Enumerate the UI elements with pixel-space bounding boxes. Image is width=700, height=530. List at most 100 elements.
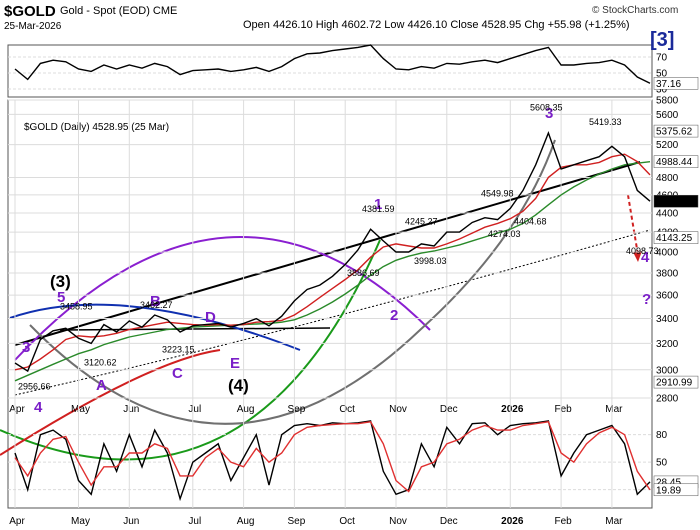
y-tick-label: 3000 — [656, 365, 679, 376]
wave-label: 3 — [545, 105, 553, 122]
arrow-head — [633, 251, 642, 262]
series-line — [14, 421, 651, 493]
y-tick-label: 70 — [656, 53, 668, 64]
wave-label: (4) — [228, 376, 249, 395]
y-tick-label: 30 — [656, 85, 668, 96]
x-tick-label: Dec — [440, 404, 458, 415]
value-box — [653, 483, 699, 497]
value-box — [653, 155, 699, 168]
price-label: 5419.33 — [589, 117, 622, 127]
x-tick-label: May — [71, 404, 90, 415]
price-label: 5608.35 — [530, 103, 563, 113]
y-tick-label: 3600 — [656, 291, 679, 302]
cycle-arc — [0, 349, 221, 456]
wave-label: 4 — [34, 399, 43, 416]
wave-label: ? — [642, 291, 651, 308]
wave-label: E — [230, 355, 240, 372]
x-tick-label: Jul — [188, 404, 201, 415]
y-tick-label: 4000 — [656, 248, 679, 259]
wave-label: 2 — [390, 307, 398, 324]
series-line — [14, 131, 651, 373]
x-tick-label: Nov — [389, 404, 407, 415]
x-tick-label: Aug — [237, 404, 255, 415]
wave-label: 3 — [22, 339, 30, 356]
price-label: 4274.03 — [488, 229, 521, 239]
trend-line — [14, 161, 641, 346]
y-tick-label: 2800 — [656, 394, 679, 405]
x-tick-label: Apr — [9, 404, 25, 415]
wave-label: 5 — [57, 289, 65, 306]
price-legend: $GOLD (Daily) 4528.95 (25 Mar) — [24, 122, 169, 133]
value-label: 2910.99 — [656, 378, 693, 389]
x-tick-label: 2026 — [501, 516, 524, 527]
x-tick-label: Dec — [440, 516, 458, 527]
y-tick-label: 5200 — [656, 140, 679, 151]
x-tick-label: Sep — [288, 404, 306, 415]
cycle-arc — [0, 239, 381, 461]
x-tick-label: Feb — [554, 516, 572, 527]
wave-label: B — [150, 293, 161, 310]
value-box — [653, 124, 699, 138]
x-tick-label: Mar — [605, 516, 623, 527]
y-tick-label: 3400 — [656, 314, 679, 325]
x-tick-label: Feb — [554, 404, 572, 415]
y-tick-label: 4400 — [656, 209, 679, 220]
series-line — [14, 44, 651, 84]
price-label: 3223.15 — [162, 344, 195, 354]
value-box — [653, 77, 699, 90]
price-label: 3120.62 — [84, 358, 117, 368]
cycle-arc — [14, 235, 431, 361]
series-line — [14, 161, 651, 382]
series-line — [14, 153, 651, 371]
price-label: 4404.68 — [514, 217, 547, 227]
value-box — [653, 194, 699, 208]
wave-label: C — [172, 365, 183, 382]
value-label: 28.45 — [656, 477, 681, 488]
price-label: 2956.66 — [18, 382, 51, 392]
y-tick-label: 80 — [656, 430, 668, 441]
wave-tag: [3] — [650, 29, 674, 51]
instrument-name: Gold - Spot (EOD) CME — [60, 5, 177, 17]
price-label: 4381.59 — [362, 204, 395, 214]
x-tick-label: Nov — [389, 516, 407, 527]
wave-label: A — [96, 377, 107, 394]
price-label: 4098.73 — [626, 246, 659, 256]
value-label: 4528.95 — [656, 197, 693, 208]
y-tick-label: 5600 — [656, 110, 679, 121]
value-box — [653, 375, 699, 389]
value-label: 19.89 — [656, 485, 681, 496]
x-tick-label: Sep — [288, 516, 306, 527]
x-tick-label: Jun — [123, 516, 139, 527]
value-label: 4143.25 — [656, 233, 693, 244]
price-label: 3886.69 — [347, 268, 380, 278]
cycle-arc — [29, 139, 556, 425]
value-label: 4988.44 — [656, 157, 693, 168]
y-tick-label: 4800 — [656, 173, 679, 184]
y-tick-label: 3200 — [656, 339, 679, 350]
x-tick-label: Aug — [237, 516, 255, 527]
value-box — [653, 231, 699, 244]
trend-line — [59, 327, 331, 331]
quote: Open 4426.10 High 4602.72 Low 4426.10 Cl… — [243, 19, 630, 31]
y-tick-label: 3800 — [656, 269, 679, 280]
value-label: 5375.62 — [656, 127, 693, 138]
x-tick-label: Apr — [9, 516, 25, 527]
forecast-arrow — [627, 194, 639, 256]
wave-label: D — [205, 309, 216, 326]
x-tick-label: Oct — [339, 516, 355, 527]
wave-label: (3) — [50, 272, 71, 291]
price-label: 4245.27 — [405, 217, 438, 227]
rsi-panel — [7, 44, 653, 98]
x-tick-label: Mar — [605, 404, 623, 415]
chart-date: 25-Mar-2026 — [4, 21, 62, 32]
y-tick-label: 50 — [656, 458, 668, 469]
y-tick-label: 50 — [656, 69, 668, 80]
series-line — [14, 420, 651, 502]
credit: © StockCharts.com — [592, 5, 678, 16]
price-label: 3998.03 — [414, 256, 447, 266]
cycle-arc — [9, 303, 301, 351]
x-tick-label: Oct — [339, 404, 355, 415]
x-tick-label: Jul — [188, 516, 201, 527]
price-label: 3458.95 — [60, 302, 93, 312]
